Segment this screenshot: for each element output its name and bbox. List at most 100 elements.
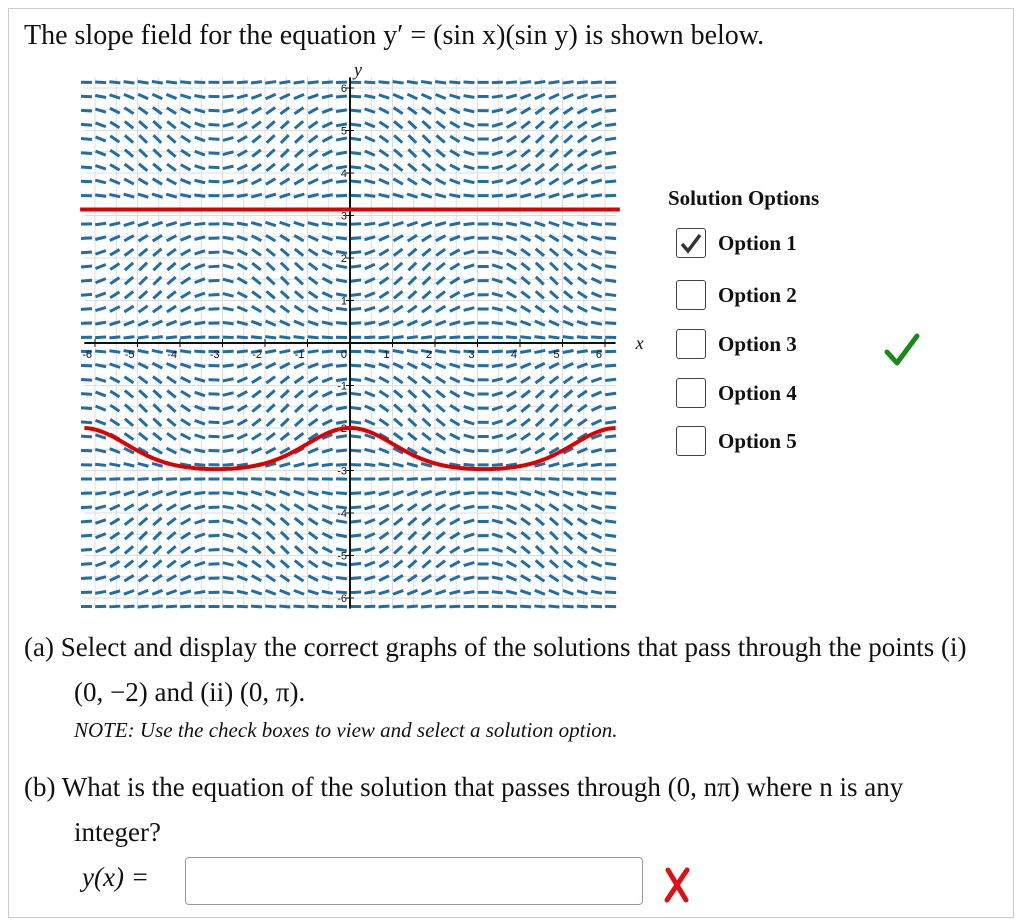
slope-segment: [94, 390, 107, 398]
slope-segment: [208, 548, 220, 552]
slope-segment: [563, 275, 574, 286]
slope-segment: [449, 403, 461, 413]
slope-segment: [562, 361, 574, 370]
slope-segment: [265, 319, 277, 327]
slope-segment: [562, 349, 574, 354]
slope-segment: [138, 120, 149, 130]
slope-segment: [307, 403, 319, 413]
slope-segment: [435, 162, 447, 172]
slope-segment: [265, 275, 276, 286]
slope-segment: [109, 234, 121, 242]
slope-segment: [406, 604, 418, 609]
slope-segment: [123, 362, 135, 370]
slope-segment: [335, 519, 348, 524]
slope-segment: [605, 236, 617, 241]
slope-segment: [590, 504, 603, 511]
slope-segment: [94, 121, 107, 129]
slope-segment: [265, 234, 277, 243]
slope-segment: [109, 262, 121, 271]
slope-segment: [152, 375, 163, 385]
y-tick-label: -6: [337, 593, 347, 605]
slope-segment: [151, 361, 163, 370]
slope-segment: [123, 503, 135, 512]
slope-segment: [251, 148, 262, 158]
slope-segment: [350, 391, 362, 397]
slope-segment: [420, 361, 433, 370]
slope-segment: [378, 574, 390, 582]
slope-segment: [549, 275, 559, 286]
slope-segment: [321, 121, 333, 129]
slope-segment: [534, 477, 546, 481]
option[interactable]: Option 3: [676, 327, 797, 361]
slope-segment: [109, 335, 121, 340]
slope-segment: [520, 545, 531, 555]
slope-segment: [265, 559, 276, 569]
slope-segment: [605, 122, 617, 128]
option[interactable]: Option 2: [676, 278, 797, 312]
slope-segment: [123, 275, 135, 286]
slope-segment: [236, 193, 249, 199]
slope-segment: [152, 148, 163, 159]
slope-segment: [208, 264, 220, 269]
slope-segment: [406, 477, 418, 481]
option[interactable]: Option 5: [676, 424, 797, 458]
answer-input[interactable]: [185, 857, 643, 905]
checkbox[interactable]: [676, 426, 706, 456]
slope-segment: [222, 504, 234, 510]
slope-segment: [194, 448, 206, 454]
checkbox[interactable]: [676, 280, 706, 310]
slope-segment: [491, 504, 504, 510]
slope-segment: [293, 261, 305, 272]
slope-segment: [293, 503, 305, 512]
slope-segment: [590, 462, 603, 468]
options-title: Solution Options: [668, 186, 820, 210]
slope-segment: [463, 193, 475, 198]
slope-segment: [449, 290, 461, 299]
slope-segment: [590, 490, 603, 496]
slope-segment: [435, 80, 447, 85]
slope-segment: [180, 163, 192, 172]
slope-segment: [350, 576, 362, 581]
slope-segment: [208, 562, 220, 566]
slope-segment: [406, 177, 418, 186]
slope-segment: [307, 120, 319, 130]
slope-segment: [605, 377, 617, 382]
slope-segment: [138, 261, 149, 272]
option[interactable]: Option 4: [676, 376, 797, 410]
slope-segment: [549, 544, 559, 555]
slope-segment: [491, 193, 503, 198]
slope-segment: [222, 193, 234, 198]
slope-segment: [392, 349, 404, 354]
slope-segment: [265, 573, 277, 583]
checkbox[interactable]: [676, 329, 706, 359]
slope-segment: [166, 574, 177, 583]
slope-segment: [109, 389, 121, 399]
checkbox[interactable]: [676, 378, 706, 408]
slope-segment: [250, 490, 263, 497]
slope-segment: [392, 192, 404, 199]
slope-segment: [265, 162, 276, 172]
slope-segment: [222, 575, 234, 581]
slope-segment: [180, 290, 192, 299]
slope-segment: [449, 589, 461, 596]
slope-segment: [94, 249, 107, 256]
y-tick-label: -5: [337, 551, 347, 563]
slope-segment: [137, 247, 149, 258]
slope-segment: [208, 123, 220, 127]
slope-segment: [590, 291, 603, 299]
slope-segment: [505, 604, 518, 609]
slope-segment: [250, 106, 263, 115]
slope-segment: [151, 588, 163, 596]
option[interactable]: Option 1: [676, 226, 797, 260]
slope-segment: [95, 80, 107, 85]
slope-segment: [505, 193, 518, 199]
slope-segment: [605, 391, 617, 397]
slope-segment: [138, 290, 149, 300]
slope-segment: [534, 604, 546, 609]
checkbox[interactable]: [676, 228, 706, 258]
slope-segment: [491, 363, 504, 369]
slope-segment: [250, 349, 263, 354]
slope-segment: [222, 306, 234, 312]
slope-segment: [109, 362, 121, 369]
